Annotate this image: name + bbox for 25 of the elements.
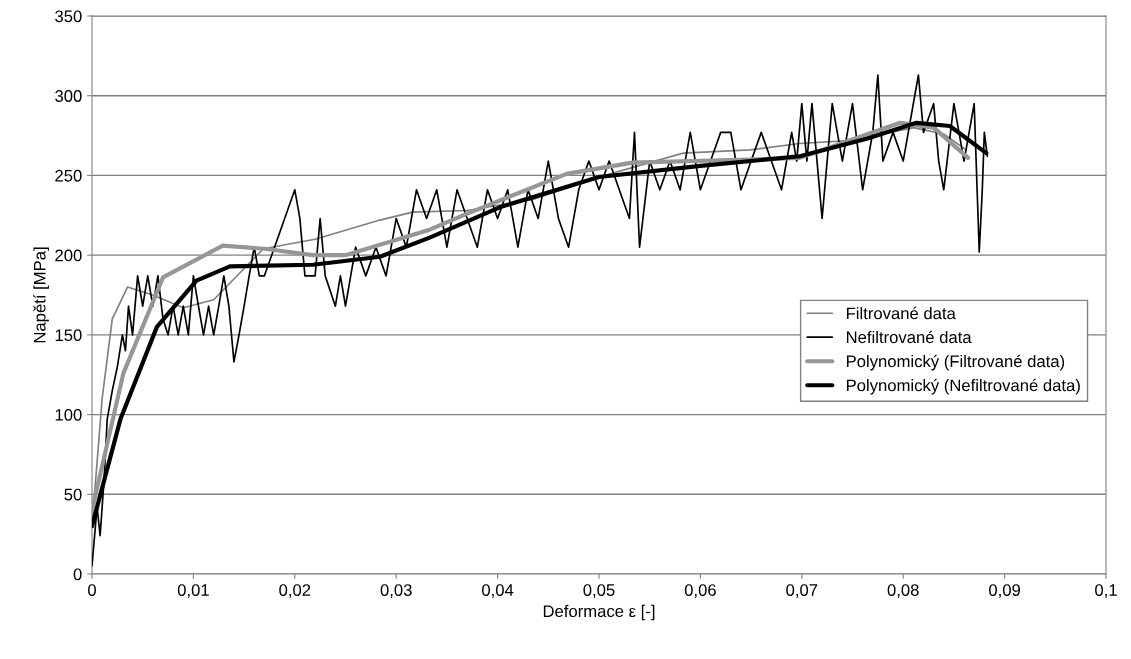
x-tick-label: 0,08 <box>887 584 919 598</box>
x-tick-label: 0 <box>88 584 96 596</box>
x-tick-label: 0,01 <box>177 584 209 598</box>
legend-label: Polynomický (Filtrované data) <box>846 354 1065 371</box>
legend-label: Nefiltrované data <box>846 330 972 344</box>
y-tick-label: 50 <box>64 488 82 501</box>
x-tick-label: 0,1 <box>1095 584 1117 598</box>
y-axis-title: Napětí [MPa] <box>33 247 49 343</box>
y-tick-label: 350 <box>55 10 82 23</box>
legend-label: Filtrované data <box>846 306 956 320</box>
y-tick-label: 100 <box>55 408 82 421</box>
x-axis-title: Deformace ε [-] <box>543 604 655 621</box>
x-tick-label: 0,09 <box>989 584 1021 598</box>
y-tick-label: 250 <box>55 169 82 182</box>
x-tick-label: 0,02 <box>279 584 311 598</box>
y-tick-label: 0 <box>73 568 82 581</box>
x-tick-label: 0,03 <box>380 584 412 598</box>
y-tick-label: 150 <box>55 329 82 342</box>
x-tick-label: 0,05 <box>583 584 615 598</box>
x-tick-label: 0,04 <box>482 584 514 598</box>
x-tick-label: 0,06 <box>684 584 716 598</box>
legend-label: Polynomický (Nefiltrované data) <box>846 378 1080 395</box>
y-tick-label: 200 <box>55 249 82 262</box>
y-tick-label: 300 <box>55 90 82 102</box>
x-tick-label: 0,07 <box>786 584 818 598</box>
